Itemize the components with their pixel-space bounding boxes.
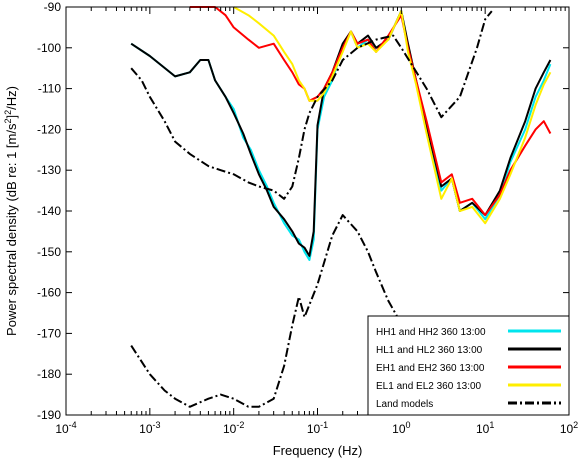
x-tick-label: 101 (476, 420, 494, 436)
x-tick-label: 10-4 (55, 420, 76, 436)
legend-label: HH1 and HH2 360 13:00 (376, 327, 486, 338)
y-tick-label: -170 (37, 326, 61, 340)
legend-label: HL1 and HL2 360 13:00 (376, 345, 483, 356)
y-tick-label: -120 (37, 122, 61, 136)
y-tick-label: -150 (37, 245, 61, 259)
legend-label: Land models (376, 399, 433, 410)
y-tick-label: -190 (37, 408, 61, 422)
y-tick-label: -160 (37, 286, 61, 300)
y-tick-label: -110 (38, 82, 61, 96)
x-tick-label: 10-3 (139, 420, 160, 436)
y-tick-label: -140 (37, 204, 61, 218)
x-tick-label: 102 (560, 420, 578, 436)
legend-label: EH1 and EH2 360 13:00 (376, 363, 485, 374)
x-tick-label: 100 (392, 420, 410, 436)
y-axis-title: Power spectral density (dB re: 1 [m/s2]2… (3, 86, 19, 336)
legend: HH1 and HH2 360 13:00 HL1 and HL2 360 13:… (367, 315, 570, 416)
y-axis: -90 -100 -110 -120 -130 -140 -150 -160 -170 -180 -… (37, 0, 569, 422)
series-line-3 (233, 6, 552, 225)
x-axis-title: Frequency (Hz) (273, 443, 363, 458)
legend-label: EL1 and EL2 360 13:00 (376, 381, 482, 392)
x-tick-label: 10-1 (307, 420, 328, 436)
y-tick-label: -130 (37, 163, 61, 177)
x-tick-label: 10-2 (223, 420, 244, 436)
y-tick-label: -100 (37, 41, 61, 55)
y-tick-label: -90 (44, 0, 62, 14)
plot-lines (130, 6, 552, 408)
series-line-4-part-0 (130, 10, 493, 200)
series-line-4-part-1 (130, 214, 399, 408)
y-tick-label: -180 (37, 367, 61, 381)
